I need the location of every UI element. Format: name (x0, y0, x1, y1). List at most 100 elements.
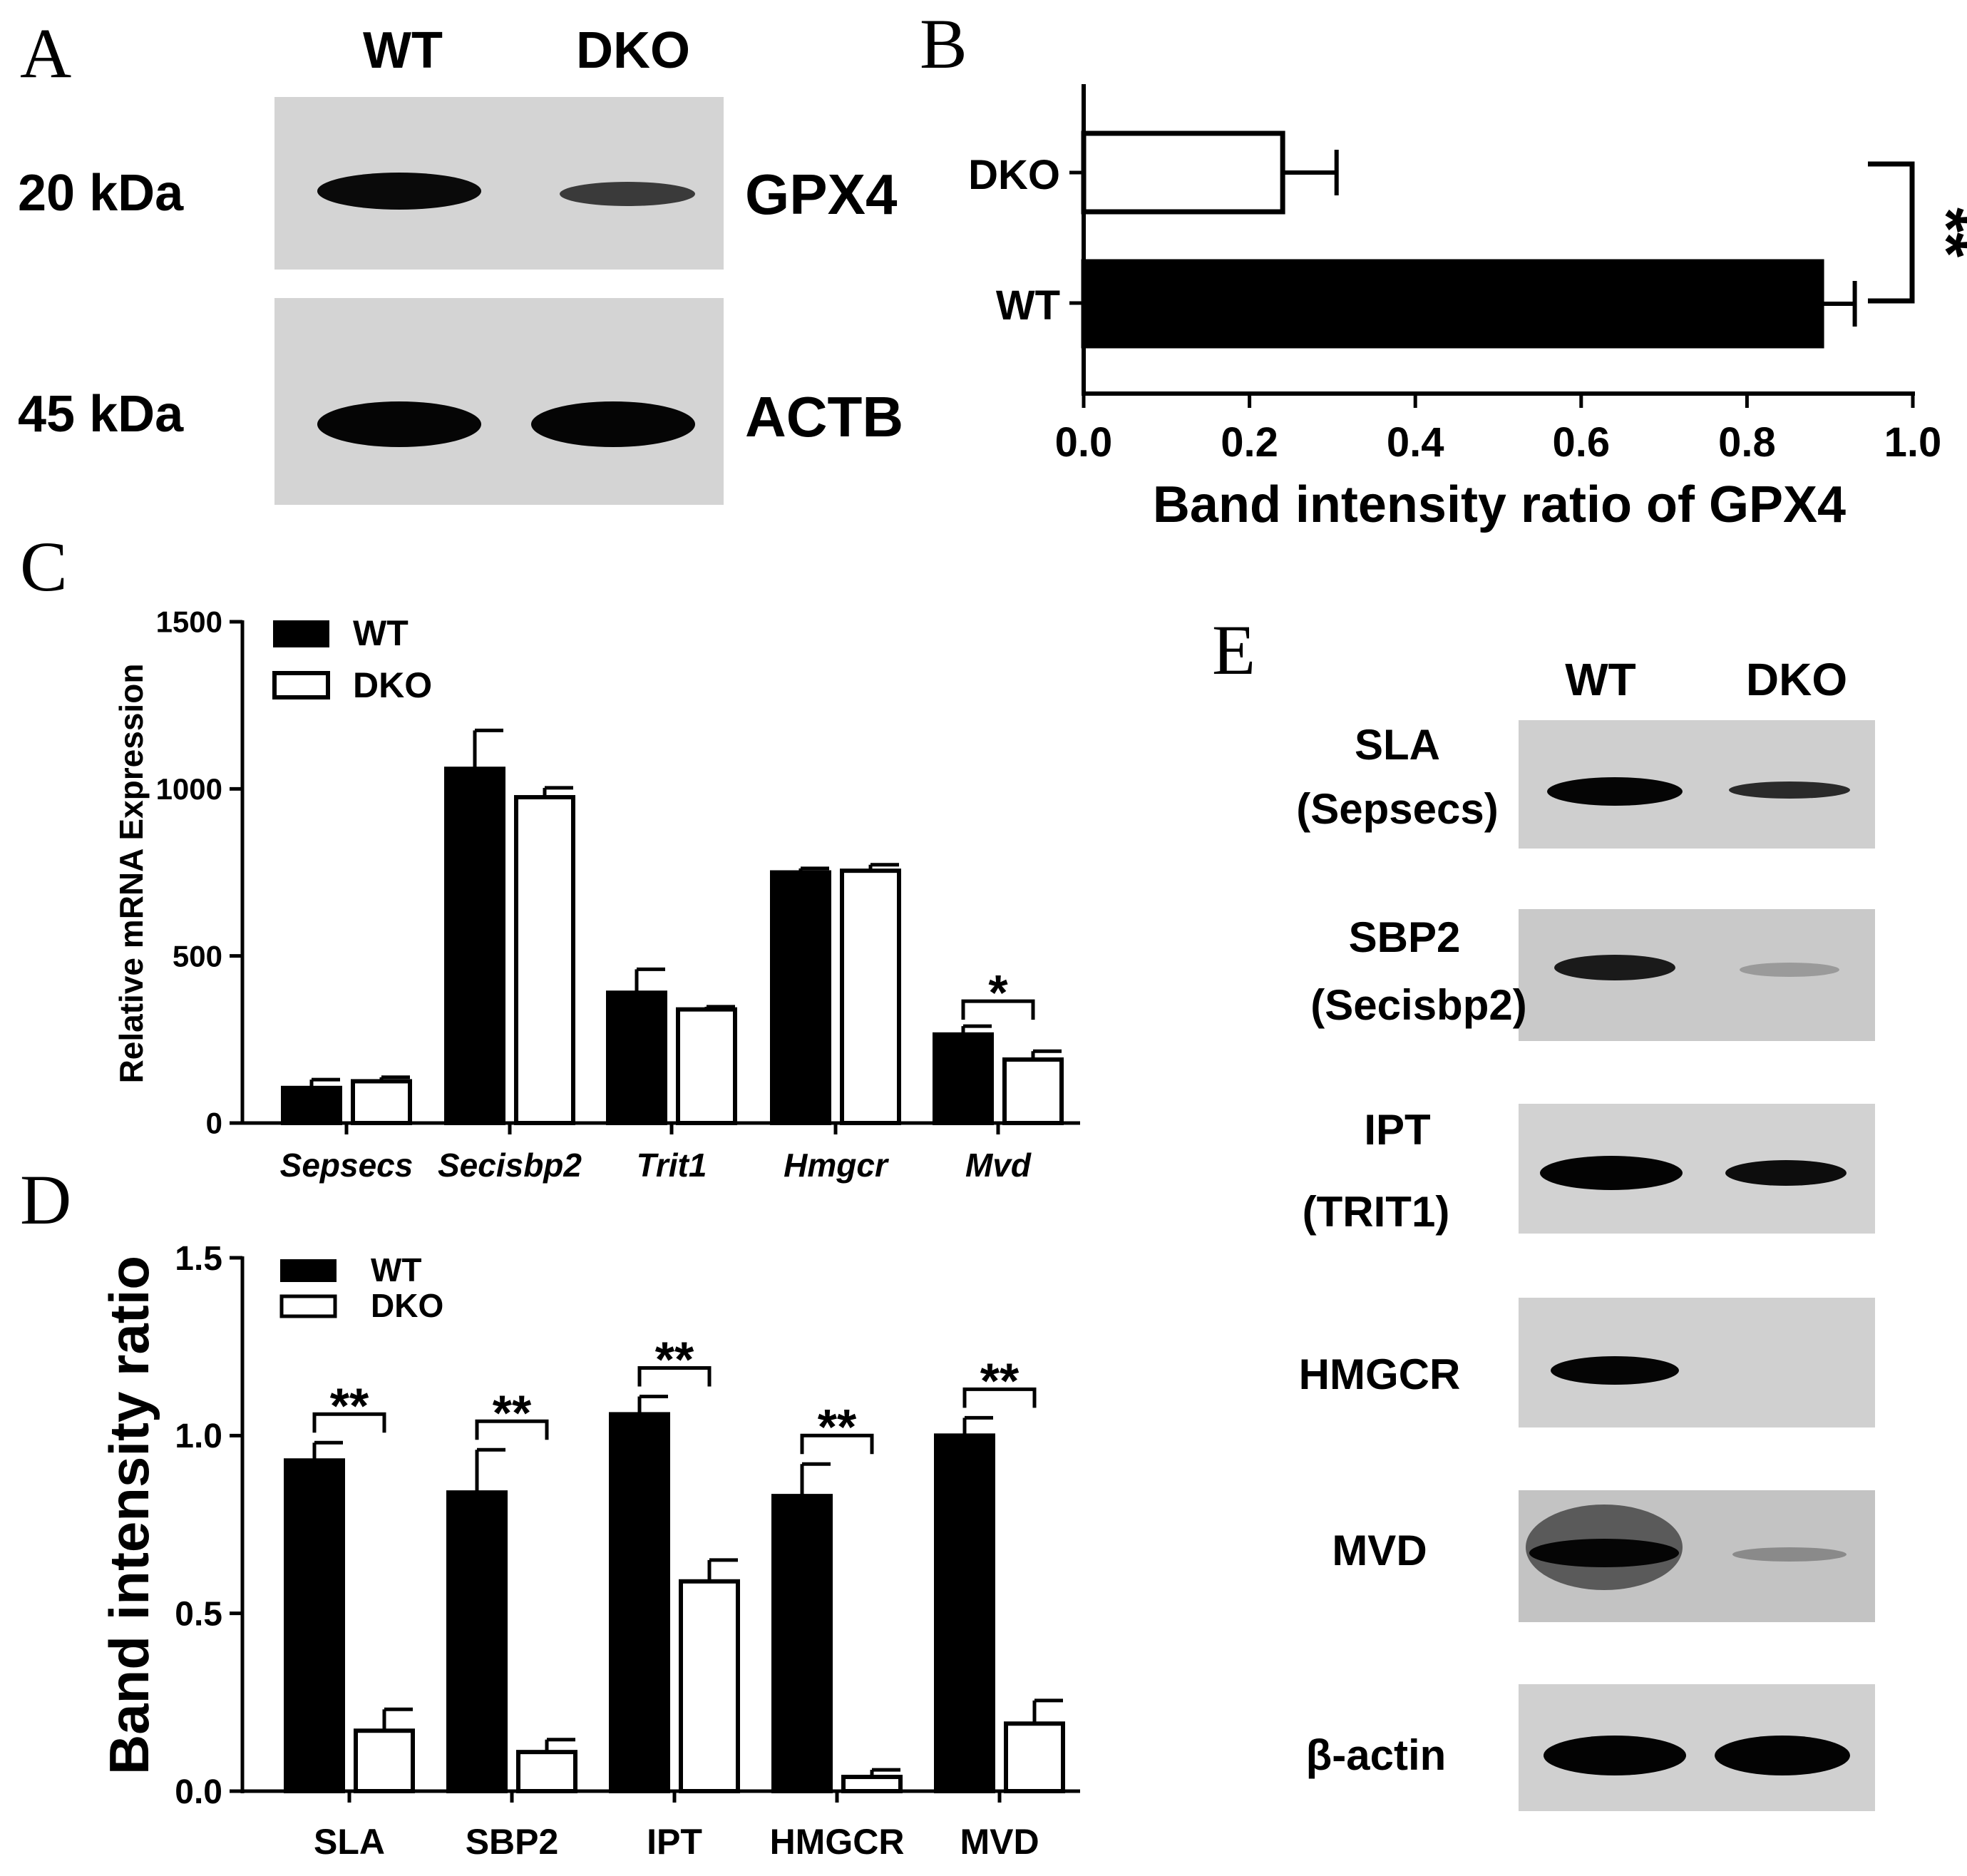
blot-e-band-hmgcr-wt (1551, 1356, 1679, 1385)
chart-d-significance-bracket (800, 1433, 874, 1455)
blot-a-protein-gpx4: GPX4 (745, 163, 898, 226)
chart-d-bar-wt-hmgcr (771, 1494, 833, 1794)
blot-e-band-bactin-dko (1715, 1736, 1850, 1775)
chart-c-significance-label: * (988, 965, 1008, 1020)
blot-e-band-mvd-wt (1529, 1539, 1679, 1567)
chart-c-y-tick-label: 1500 (156, 605, 222, 639)
chart-c: 0 500 1000 1500 * Sepsecs Secisbp2 Trit1 Hmgcr… (113, 605, 1080, 1184)
chart-c-y-label: Relative mRNA Expression (113, 664, 150, 1084)
chart-c-legend-dko-swatch (272, 671, 330, 699)
chart-d-bar-dko-hmgcr (841, 1775, 903, 1793)
blot-e-label-ipt-sub: (TRIT1) (1303, 1188, 1450, 1236)
chart-b-x-tick-label: 0.4 (1387, 419, 1444, 466)
blot-e-label-mvd: MVD (1332, 1527, 1427, 1574)
blot-a-col-dko: DKO (576, 22, 690, 79)
blot-e-col-wt: WT (1565, 654, 1636, 705)
blot-a-band-actb-dko (531, 401, 695, 447)
chart-b-x-label: Band intensity ratio of GPX4 (1153, 476, 1846, 533)
chart-c-bar-wt-trit1 (606, 990, 667, 1125)
chart-c-legend-dko-label: DKO (353, 665, 432, 705)
chart-d: 0.0 0.5 1.0 1.5 ** ** ** ** ** SLA SBP2 IPT HMGCR M… (98, 1240, 1080, 1862)
chart-b-x-tick-label: 0.8 (1718, 419, 1776, 466)
blot-e-band-ipt-dko (1725, 1160, 1847, 1186)
chart-d-bar-wt-sbp2 (446, 1490, 508, 1794)
chart-c-category-label: Hmgcr (784, 1147, 889, 1184)
chart-b-x-tick-label: 1.0 (1884, 419, 1942, 466)
blot-e-label-hmgcr: HMGCR (1299, 1350, 1461, 1398)
chart-d-bar-dko-mvd (1004, 1721, 1065, 1794)
chart-c-significance-bracket (961, 999, 1035, 1020)
chart-b-significance-bracket (1868, 161, 1915, 304)
chart-b: 0.0 0.2 0.4 0.6 0.8 1.0 DKO WT ** Band intens… (968, 84, 1967, 533)
blot-a-band-gpx4-dko (560, 182, 695, 206)
chart-d-legend-wt-swatch (280, 1259, 337, 1282)
blot-e-label-sla-sub: (Sepsecs) (1296, 785, 1498, 833)
blot-a-col-wt: WT (363, 22, 443, 79)
chart-c-y-tick-label: 1000 (156, 772, 222, 806)
chart-c-bar-dko-trit1 (676, 1007, 737, 1125)
chart-d-y-label: Band intensity ratio (98, 1256, 160, 1775)
blot-a-band-gpx4-wt (317, 173, 481, 210)
chart-d-category-label: SBP2 (466, 1822, 559, 1862)
chart-d-significance-label: ** (493, 1385, 532, 1440)
chart-c-bar-dko-hmgcr (840, 868, 901, 1125)
panel-label-e: E (1212, 610, 1255, 690)
blot-e-band-bactin-wt (1544, 1736, 1686, 1775)
chart-d-bar-dko-sbp2 (516, 1750, 577, 1794)
blot-e-band-sbp2-wt (1554, 955, 1675, 980)
blot-e: WT DKO SLA (Sepsecs) SBP2 (Secisbp2) IPT… (1296, 654, 1875, 1811)
chart-c-y-tick-label: 500 (173, 939, 222, 973)
blot-e-band-ipt-wt (1540, 1156, 1683, 1190)
chart-d-bar-wt-ipt (609, 1412, 670, 1793)
chart-c-category-label: Mvd (965, 1147, 1032, 1184)
panel-label-d: D (20, 1160, 71, 1239)
chart-d-y-tick-label: 0.5 (175, 1595, 222, 1633)
chart-d-significance-bracket (962, 1387, 1037, 1408)
chart-d-y-tick-label: 0.0 (175, 1773, 222, 1811)
panel-label-a: A (20, 14, 71, 93)
blot-e-label-ipt: IPT (1364, 1106, 1430, 1154)
chart-c-legend-wt-swatch (273, 620, 329, 647)
chart-d-category-label: MVD (960, 1822, 1039, 1862)
chart-d-significance-label: ** (980, 1353, 1020, 1408)
chart-b-significance-label: ** (1911, 207, 1967, 257)
blot-e-col-dko: DKO (1746, 654, 1847, 705)
chart-b-category-dko: DKO (968, 152, 1060, 198)
chart-c-category-label: Trit1 (637, 1147, 707, 1184)
chart-c-bar-wt-sepsecs (281, 1085, 342, 1126)
chart-d-significance-label: ** (330, 1378, 369, 1433)
chart-c-bar-dko-secisbp2 (514, 795, 575, 1126)
blot-a-mw-45: 45 kDa (18, 386, 184, 443)
chart-b-x-tick-label: 0.2 (1221, 419, 1278, 466)
chart-d-y-tick-label: 1.5 (175, 1240, 222, 1278)
blot-e-label-sbp2: SBP2 (1349, 913, 1461, 961)
blot-a-mw-20: 20 kDa (18, 165, 184, 222)
blot-e-band-mvd-dko (1732, 1547, 1847, 1562)
panel-label-b: B (920, 4, 967, 83)
chart-d-significance-label: ** (818, 1399, 857, 1455)
chart-d-legend-dko-label: DKO (371, 1287, 443, 1324)
blot-a-strip-actb (274, 298, 724, 505)
blot-e-band-sla-wt (1547, 777, 1683, 806)
chart-c-bar-dko-sepsecs (351, 1079, 412, 1125)
blot-a: WT DKO 20 kDa 45 kDa GPX4 ACTB (18, 22, 903, 505)
chart-d-significance-bracket (637, 1365, 712, 1387)
chart-d-bar-wt-sla (284, 1458, 345, 1793)
chart-c-legend-wt-label: WT (353, 613, 409, 653)
chart-d-significance-bracket (312, 1412, 386, 1433)
chart-c-bar-wt-mvd (933, 1032, 994, 1126)
blot-e-band-sbp2-dko (1740, 963, 1839, 977)
chart-c-bar-wt-hmgcr (770, 870, 831, 1125)
chart-b-x-tick-label: 0.6 (1552, 419, 1610, 466)
chart-c-y-tick-label: 0 (206, 1107, 222, 1140)
chart-d-category-label: IPT (647, 1822, 702, 1862)
blot-e-band-sla-dko (1729, 781, 1850, 799)
chart-d-bar-wt-mvd (934, 1433, 995, 1794)
chart-c-bar-wt-secisbp2 (444, 767, 505, 1126)
blot-a-band-actb-wt (317, 401, 481, 447)
blot-e-label-bactin: β-actin (1306, 1731, 1447, 1779)
chart-d-y-tick-label: 1.0 (175, 1418, 222, 1455)
blot-a-protein-actb: ACTB (745, 385, 903, 449)
chart-d-category-label: HMGCR (770, 1822, 905, 1862)
